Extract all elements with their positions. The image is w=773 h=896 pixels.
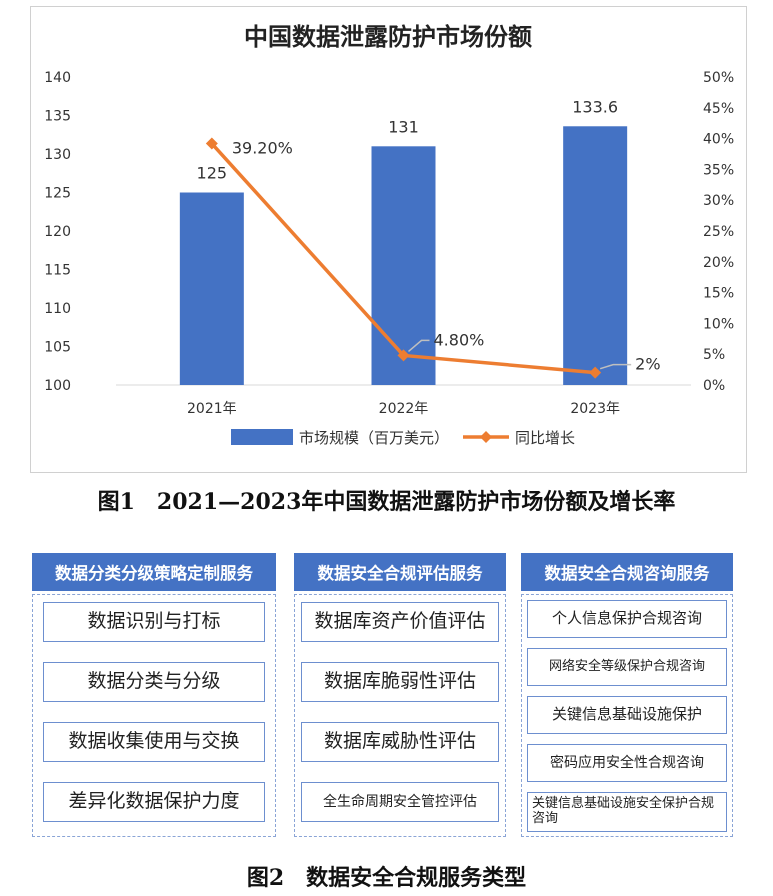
service-item: 数据库资产价值评估	[301, 602, 499, 642]
y-right-tick-label: 45%	[703, 101, 734, 117]
y-left-tick-label: 110	[44, 301, 71, 317]
y-right-tick-label: 25%	[703, 224, 734, 240]
service-item: 密码应用安全性合规咨询	[527, 744, 727, 782]
x-tick-label: 2023年	[570, 401, 620, 417]
figure2-caption: 图2 数据安全合规服务类型	[246, 865, 527, 891]
bar	[179, 192, 244, 385]
chart-title: 中国数据泄露防护市场份额	[244, 23, 532, 51]
service-body: 数据识别与打标 数据分类与分级 数据收集使用与交换 差异化数据保护力度	[32, 594, 276, 837]
y-right-tick-label: 30%	[703, 193, 734, 209]
x-tick-label: 2022年	[379, 401, 429, 417]
service-body: 数据库资产价值评估 数据库脆弱性评估 数据库威胁性评估 全生命周期安全管控评估	[294, 594, 506, 837]
y-right-tick-label: 0%	[703, 378, 725, 394]
line-marker	[589, 366, 602, 379]
y-left-tick-label: 125	[44, 186, 71, 202]
bar-data-label: 131	[388, 117, 419, 136]
service-item: 关键信息基础设施安全保护合规咨询	[527, 792, 727, 832]
line-marker	[397, 349, 410, 362]
legend-label: 同比增长	[515, 429, 575, 447]
service-item: 数据库威胁性评估	[301, 722, 499, 762]
service-item: 差异化数据保护力度	[43, 782, 265, 822]
leader-line	[599, 363, 632, 370]
y-left-tick-label: 100	[44, 378, 71, 394]
y-left-tick-label: 135	[44, 109, 71, 125]
service-item: 数据收集使用与交换	[43, 722, 265, 762]
service-item: 个人信息保护合规咨询	[527, 600, 727, 638]
bar	[563, 126, 628, 385]
y-left-tick-label: 105	[44, 340, 71, 356]
service-header: 数据安全合规评估服务	[294, 553, 506, 591]
service-item: 全生命周期安全管控评估	[301, 782, 499, 822]
line-data-label: 2%	[635, 355, 660, 374]
chart-svg: 中国数据泄露防护市场份额 100 105 110 115 120 125 130 135 140 0…	[44, 23, 734, 447]
line-data-label: 4.80%	[434, 330, 485, 349]
line-marker	[205, 137, 218, 150]
line-data-label: 39.20%	[232, 139, 293, 158]
service-header: 数据安全合规咨询服务	[521, 553, 733, 591]
y-left-tick-label: 140	[44, 70, 71, 86]
y-right-tick-label: 40%	[703, 132, 734, 148]
legend-label: 市场规模（百万美元）	[299, 429, 449, 447]
service-item: 数据库脆弱性评估	[301, 662, 499, 702]
service-item: 数据识别与打标	[43, 602, 265, 642]
y-right-tick-label: 35%	[703, 162, 734, 178]
x-tick-label: 2021年	[187, 401, 237, 417]
bar-data-label: 133.6	[572, 97, 618, 116]
y-right-tick-label: 50%	[703, 70, 734, 86]
y-left-tick-label: 120	[44, 224, 71, 240]
leader-line	[408, 339, 430, 353]
service-item: 数据分类与分级	[43, 662, 265, 702]
service-item: 关键信息基础设施保护	[527, 696, 727, 734]
legend-swatch-bar	[231, 429, 293, 445]
y-left-tick-label: 130	[44, 147, 71, 163]
service-body: 个人信息保护合规咨询 网络安全等级保护合规咨询 关键信息基础设施保护 密码应用安…	[521, 594, 733, 837]
service-header: 数据分类分级策略定制服务	[32, 553, 276, 591]
chart-panel: 中国数据泄露防护市场份额 100 105 110 115 120 125 130 135 140 0…	[30, 6, 747, 473]
y-right-tick-label: 5%	[703, 347, 725, 363]
figure1-caption: 图1 2021—2023年中国数据泄露防护市场份额及增长率	[97, 489, 676, 515]
y-right-tick-label: 15%	[703, 286, 734, 302]
bar-data-label: 125	[197, 164, 228, 183]
service-item: 网络安全等级保护合规咨询	[527, 648, 727, 686]
y-right-tick-label: 10%	[703, 316, 734, 332]
legend-marker	[480, 431, 492, 443]
bar	[371, 146, 436, 385]
y-right-tick-label: 20%	[703, 255, 734, 271]
y-left-tick-label: 115	[44, 263, 71, 279]
